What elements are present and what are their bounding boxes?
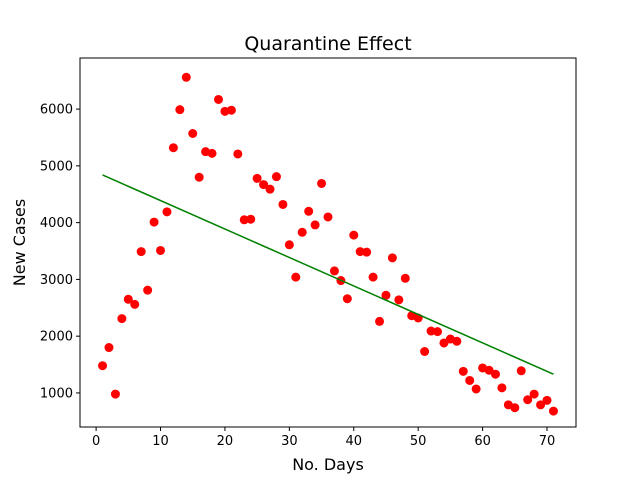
data-point — [542, 395, 552, 405]
data-point — [98, 361, 108, 371]
data-point — [375, 316, 385, 326]
data-point — [355, 247, 365, 257]
x-tick-label: 20 — [217, 434, 234, 449]
data-point — [523, 395, 533, 405]
data-point — [368, 272, 378, 282]
x-tick-label: 50 — [410, 434, 427, 449]
data-point — [433, 327, 443, 337]
data-point — [143, 285, 153, 295]
data-point — [471, 384, 481, 394]
data-point — [110, 389, 120, 399]
data-point — [233, 149, 243, 159]
data-point — [452, 336, 462, 346]
data-point — [420, 346, 430, 356]
data-point — [465, 375, 475, 385]
chart-title: Quarantine Effect — [244, 33, 411, 55]
data-point — [181, 72, 191, 82]
data-point — [207, 148, 217, 158]
data-point — [252, 173, 262, 183]
y-tick-label: 5000 — [40, 159, 73, 174]
data-point — [259, 180, 269, 190]
x-tick-label: 70 — [539, 434, 556, 449]
data-point — [168, 143, 178, 153]
data-point — [213, 94, 223, 104]
data-point — [156, 245, 166, 255]
data-point — [362, 247, 372, 257]
data-point — [536, 400, 546, 410]
data-point — [323, 212, 333, 222]
data-point — [439, 338, 449, 348]
data-point — [304, 206, 314, 216]
data-point — [175, 105, 185, 115]
data-point — [394, 295, 404, 305]
data-point — [284, 240, 294, 250]
plot-area — [98, 72, 558, 416]
data-point — [342, 294, 352, 304]
data-point — [349, 230, 359, 240]
plot-frame — [79, 57, 577, 428]
data-point — [130, 299, 140, 309]
data-point — [297, 227, 307, 237]
data-point — [117, 314, 127, 324]
data-point — [317, 178, 327, 188]
x-tick-label: 0 — [92, 434, 100, 449]
data-point — [239, 215, 249, 225]
y-tick-label: 6000 — [40, 103, 73, 118]
y-tick-label: 1000 — [40, 386, 73, 401]
y-tick-label: 4000 — [40, 216, 73, 231]
data-point — [271, 172, 281, 182]
y-tick-label: 2000 — [40, 330, 73, 345]
data-point — [310, 220, 320, 230]
data-point — [381, 290, 391, 300]
data-point — [291, 272, 301, 282]
data-point — [104, 343, 114, 353]
data-point — [226, 105, 236, 115]
data-point — [162, 207, 172, 217]
data-point — [510, 403, 520, 413]
x-tick-label: 30 — [281, 434, 298, 449]
data-point — [194, 172, 204, 182]
x-axis-label: No. Days — [292, 455, 364, 474]
data-point — [246, 214, 256, 224]
x-tick-label: 60 — [474, 434, 491, 449]
y-axis-label: New Cases — [10, 199, 29, 286]
x-tick-label: 40 — [345, 434, 362, 449]
data-point — [490, 369, 500, 379]
data-point — [136, 247, 146, 257]
data-point — [548, 406, 558, 416]
data-point — [278, 199, 288, 209]
data-point — [265, 184, 275, 194]
axis-ticks: 0 10 20 30 40 50 60 70 1000 2000 3000 4000 5000 6000 — [40, 103, 555, 449]
data-point — [387, 253, 397, 263]
data-point — [529, 389, 539, 399]
data-point — [458, 366, 468, 376]
data-point — [426, 326, 436, 336]
y-tick-label: 3000 — [40, 273, 73, 288]
trend-line — [102, 174, 554, 375]
x-tick-label: 10 — [152, 434, 169, 449]
data-point — [123, 294, 133, 304]
data-point — [484, 365, 494, 375]
data-point — [188, 129, 198, 139]
data-point — [329, 266, 339, 276]
data-point — [516, 366, 526, 376]
data-point — [149, 217, 159, 227]
data-point — [497, 383, 507, 393]
data-point — [400, 273, 410, 283]
